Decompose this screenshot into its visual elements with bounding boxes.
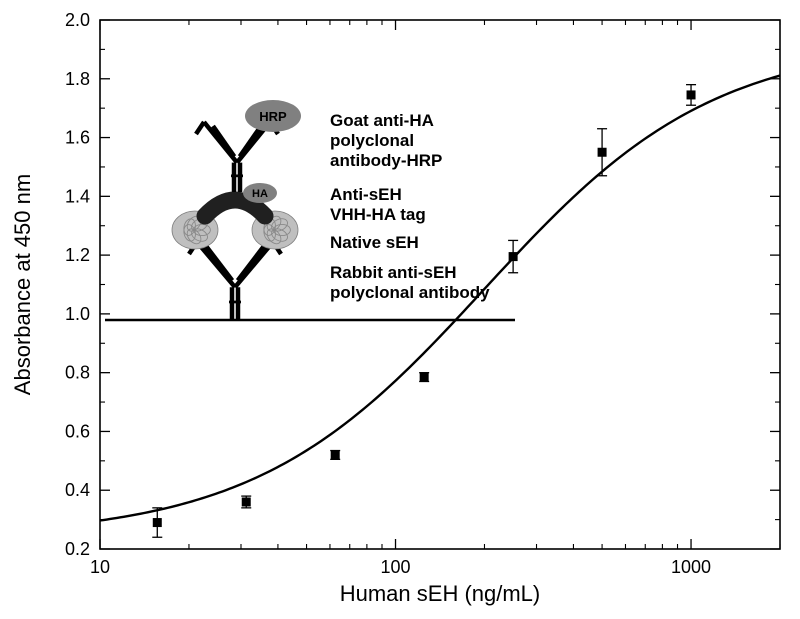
vhh-label: Anti-sEHVHH-HA tag xyxy=(330,185,426,224)
y-axis-label: Absorbance at 450 nm xyxy=(10,174,35,395)
y-tick-label: 1.2 xyxy=(65,245,90,265)
assay-schematic: HA HRP Goat anti-HApolyclonalantibody-HRP A… xyxy=(105,100,515,320)
y-tick-label: 0.4 xyxy=(65,480,90,500)
data-marker xyxy=(153,518,162,527)
x-tick-label: 100 xyxy=(380,557,410,577)
y-tick-label: 0.8 xyxy=(65,363,90,383)
capture-antibody-icon xyxy=(238,246,264,280)
y-tick-label: 1.0 xyxy=(65,304,90,324)
analyte-label: Native sEH xyxy=(330,233,419,252)
y-tick-label: 2.0 xyxy=(65,10,90,30)
data-marker xyxy=(598,148,607,157)
hrp-label: HRP xyxy=(259,109,287,124)
capture-antibody-icon xyxy=(206,246,232,280)
data-marker xyxy=(242,497,251,506)
capture-antibody-label: Rabbit anti-sEHpolyclonal antibody xyxy=(330,263,490,302)
data-marker xyxy=(687,90,696,99)
y-tick-label: 1.4 xyxy=(65,186,90,206)
y-tick-label: 0.2 xyxy=(65,539,90,559)
data-marker xyxy=(331,450,340,459)
x-tick-label: 10 xyxy=(90,557,110,577)
x-axis-label: Human sEH (ng/mL) xyxy=(340,581,541,606)
data-marker xyxy=(509,252,518,261)
data-marker xyxy=(420,373,429,382)
detection-antibody-icon xyxy=(240,126,261,157)
x-tick-label: 1000 xyxy=(671,557,711,577)
y-tick-label: 1.8 xyxy=(65,69,90,89)
detection-antibody-label: Goat anti-HApolyclonalantibody-HRP xyxy=(330,111,442,170)
detection-antibody-icon xyxy=(213,126,234,157)
y-tick-label: 1.6 xyxy=(65,128,90,148)
y-tick-label: 0.6 xyxy=(65,421,90,441)
capture-antibody-icon xyxy=(197,242,235,287)
detection-antibody-icon xyxy=(196,122,204,134)
capture-antibody-icon xyxy=(235,242,273,287)
ha-tag-label: HA xyxy=(252,188,268,200)
standard-curve-figure: 10 100 1000 Human sEH (ng/mL) 0.2 0.4 0.6 0.8 1.… xyxy=(0,0,800,619)
